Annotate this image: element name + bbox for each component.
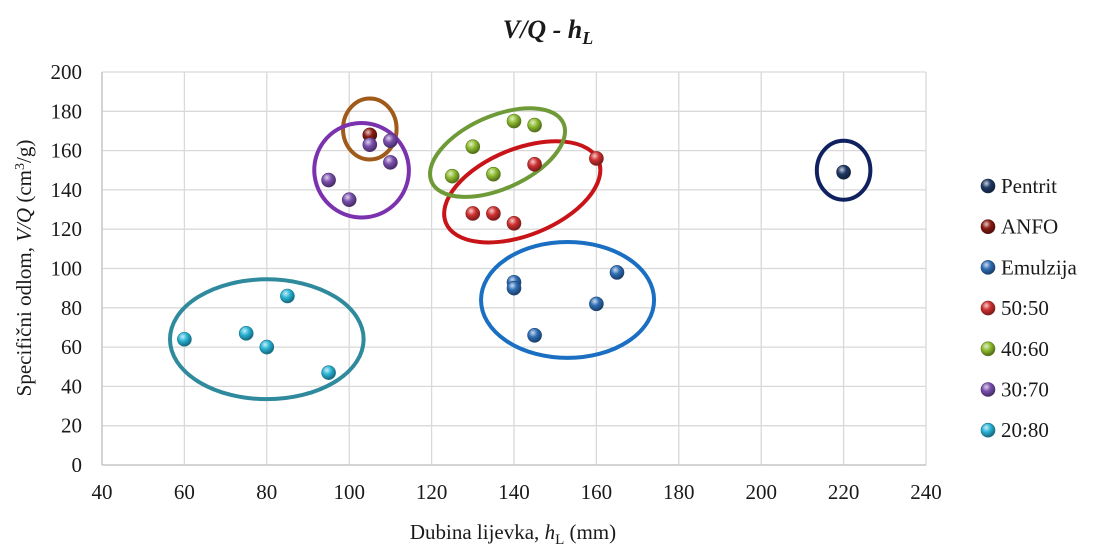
data-point (506, 280, 522, 296)
y-tick-label: 20 (61, 414, 82, 438)
y-tick-label: 60 (61, 335, 82, 359)
legend-item: 50:50 (980, 296, 1049, 320)
legend-label: ANFO (1001, 215, 1058, 239)
data-point (527, 117, 542, 133)
legend-item: Pentrit (980, 174, 1057, 198)
y-axis-title-unit-end: /g) (12, 140, 36, 163)
y-axis-title-superscript: 3 (13, 163, 28, 170)
y-tick-label: 180 (51, 99, 83, 123)
y-axis-ticks: 0 20 40 60 80 100 120 140 160 180 200 (51, 60, 83, 477)
data-point (383, 155, 398, 170)
data-point (177, 331, 192, 347)
x-axis-title-variable: h (545, 520, 556, 544)
group-ellipse-pentrit (814, 138, 873, 202)
x-tick-label: 40 (92, 480, 113, 504)
title-variable: h (568, 15, 582, 44)
legend: Pentrit ANFO Emulzija 50:50 40:60 30:70 20:80 (980, 174, 1077, 442)
legend-marker (980, 341, 996, 357)
data-point (589, 296, 604, 312)
x-axis-title-prefix: Dubina lijevka, (410, 520, 545, 544)
data-point (341, 192, 357, 208)
data-point (465, 206, 481, 221)
legend-marker (980, 178, 996, 194)
legend-item: Emulzija (980, 255, 1077, 279)
data-point (321, 365, 336, 380)
chart-title: V/Q - hL (503, 15, 593, 48)
data-point (836, 164, 851, 180)
group-ellipse-anfo (341, 96, 399, 162)
legend-item: 40:60 (980, 337, 1049, 361)
legend-label: 20:80 (1001, 418, 1049, 442)
x-tick-label: 60 (174, 480, 195, 504)
y-tick-label: 40 (61, 374, 82, 398)
x-tick-label: 180 (663, 480, 695, 504)
title-subscript: L (581, 28, 593, 48)
data-point (321, 172, 336, 188)
y-axis-title: Specifični odlom, V/Q (cm3/g) (12, 140, 36, 397)
title-separator: - (546, 15, 568, 44)
x-axis-title-subscript: L (555, 532, 564, 544)
legend-marker (980, 382, 996, 397)
y-tick-label: 140 (51, 178, 83, 202)
group-ellipse-20-80 (167, 277, 366, 402)
y-axis-title-unit: (cm (12, 170, 36, 208)
data-point (444, 168, 460, 184)
data-point (589, 151, 604, 166)
x-tick-label: 240 (910, 480, 942, 504)
data-point (259, 339, 275, 355)
data-point (465, 139, 481, 154)
y-tick-label: 160 (51, 139, 83, 163)
legend-marker (980, 219, 996, 234)
group-ellipse-30-70 (312, 121, 411, 220)
legend-label: Emulzija (1001, 255, 1077, 279)
group-ellipse-40-60 (428, 106, 568, 199)
gridlines (101, 71, 927, 466)
y-axis-title-prefix: Specifični odlom, (12, 242, 36, 397)
x-axis-title: Dubina lijevka, hL (mm) (410, 520, 616, 544)
group-ellipses (167, 96, 873, 402)
legend-label: Pentrit (1001, 174, 1057, 198)
legend-item: ANFO (980, 215, 1058, 239)
x-tick-label: 80 (256, 480, 277, 504)
data-point (527, 157, 542, 172)
x-tick-label: 160 (581, 480, 613, 504)
y-tick-label: 200 (51, 60, 83, 84)
legend-label: 30:70 (1001, 378, 1049, 402)
data-point (362, 137, 378, 153)
data-points (177, 113, 851, 380)
group-ellipse-emulzija (479, 239, 657, 360)
y-axis-title-variable: V/Q (12, 208, 36, 242)
legend-item: 30:70 (980, 378, 1049, 402)
legend-item: 20:80 (980, 418, 1049, 442)
x-tick-label: 120 (416, 480, 448, 504)
data-point (486, 206, 501, 221)
title-main: V/Q (503, 15, 547, 44)
x-axis-title-unit: (mm) (564, 520, 616, 544)
y-tick-label: 100 (51, 257, 83, 281)
data-point (527, 328, 542, 343)
y-tick-label: 0 (72, 453, 83, 477)
legend-marker (980, 260, 996, 275)
x-axis-ticks: 40 60 80 100 120 140 160 180 200 220 240 (92, 480, 942, 504)
legend-label: 40:60 (1001, 337, 1049, 361)
y-tick-label: 80 (61, 296, 82, 320)
y-tick-label: 120 (51, 217, 83, 241)
legend-marker (980, 300, 996, 316)
legend-marker (980, 422, 996, 438)
data-point (609, 265, 625, 280)
data-point (506, 113, 522, 129)
data-point (383, 133, 398, 149)
x-tick-label: 220 (828, 480, 860, 504)
data-point (238, 326, 254, 341)
legend-label: 50:50 (1001, 296, 1049, 320)
data-point (506, 216, 522, 231)
x-tick-label: 100 (333, 480, 365, 504)
data-point (280, 288, 295, 304)
x-tick-label: 200 (745, 480, 777, 504)
data-point (486, 166, 501, 182)
x-tick-label: 140 (498, 480, 530, 504)
